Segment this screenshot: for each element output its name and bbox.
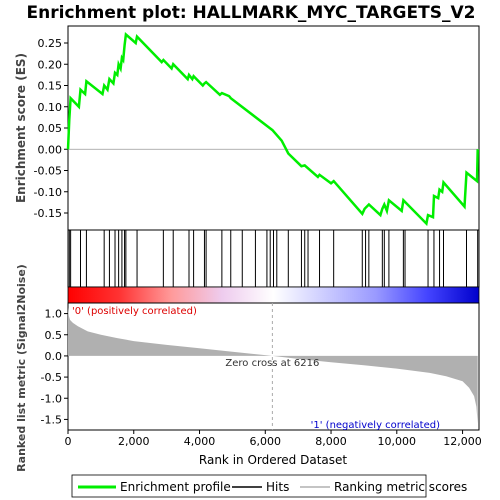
legend-enrichment-label: Enrichment profile	[120, 480, 231, 494]
metric-y-tick-label: -1.5	[41, 413, 62, 426]
metric-y-axis: 1.0 0.5 0.0 -0.5 -1.0 -1.5	[41, 308, 68, 426]
metric-y-tick-label: 0.5	[45, 329, 63, 342]
metric-y-tick-label: 1.0	[45, 308, 63, 321]
x-tick-label: 4,000	[184, 435, 216, 448]
hit-marks	[68, 230, 479, 287]
metric-y-tick-label: 0.0	[45, 350, 63, 363]
x-tick-label: 10,000	[378, 435, 417, 448]
legend-hits-label: Hits	[266, 480, 289, 494]
x-tick-label: 8,000	[315, 435, 347, 448]
es-y-tick-label: -0.15	[34, 207, 62, 220]
enrichment-profile-line	[66, 32, 479, 227]
positive-correlation-label: '0' (positively correlated)	[72, 306, 197, 317]
x-tick-label: 12,000	[443, 435, 482, 448]
rank-color-bar	[67, 286, 480, 304]
es-y-tick-label: 0.00	[38, 143, 63, 156]
legend-frame	[71, 474, 427, 498]
es-y-tick-label: -0.05	[34, 165, 62, 178]
es-y-tick-label: 0.05	[38, 122, 63, 135]
x-axis-label: Rank in Ordered Dataset	[199, 453, 347, 467]
es-y-tick-label: 0.25	[38, 37, 63, 50]
es-y-tick-label: 0.10	[38, 101, 63, 114]
es-panel: 0.25 0.20 0.15 0.10 0.05 0.00 -0.05 -0.10 -0.15	[34, 25, 480, 231]
metric-y-tick-label: -1.0	[41, 392, 62, 405]
ranking-metric-area	[68, 307, 478, 424]
es-y-axis-label: Enrichment score (ES)	[14, 53, 28, 203]
x-axis: 0 2,000 4,000 6,000 8,000 10,000 12,000	[65, 430, 482, 448]
chart-title: Enrichment plot: HALLMARK_MYC_TARGETS_V2	[27, 3, 476, 23]
es-y-axis: 0.25 0.20 0.15 0.10 0.05 0.00 -0.05 -0.10 -0.15	[34, 37, 68, 220]
metric-panel: 1.0 0.5 0.0 -0.5 -1.0 -1.5 '0' (positively co…	[41, 302, 480, 431]
es-y-tick-label: 0.15	[38, 80, 63, 93]
metric-y-axis-label: Ranked list metric (Signal2Noise)	[15, 264, 28, 472]
es-y-tick-label: -0.10	[34, 186, 62, 199]
legend-metric-label: Ranking metric scores	[334, 480, 467, 494]
es-panel-frame	[67, 25, 480, 231]
x-tick-label: 0	[65, 435, 72, 448]
metric-y-tick-label: -0.5	[41, 371, 62, 384]
es-y-tick-label: 0.20	[38, 58, 63, 71]
x-tick-label: 2,000	[118, 435, 150, 448]
legend: Enrichment profile Hits Ranking metric s…	[71, 474, 467, 498]
zero-cross-label: Zero cross at 6216	[225, 358, 319, 369]
hits-panel	[67, 229, 480, 288]
negative-correlation-label: '1' (negatively correlated)	[311, 420, 440, 431]
x-tick-label: 6,000	[250, 435, 282, 448]
